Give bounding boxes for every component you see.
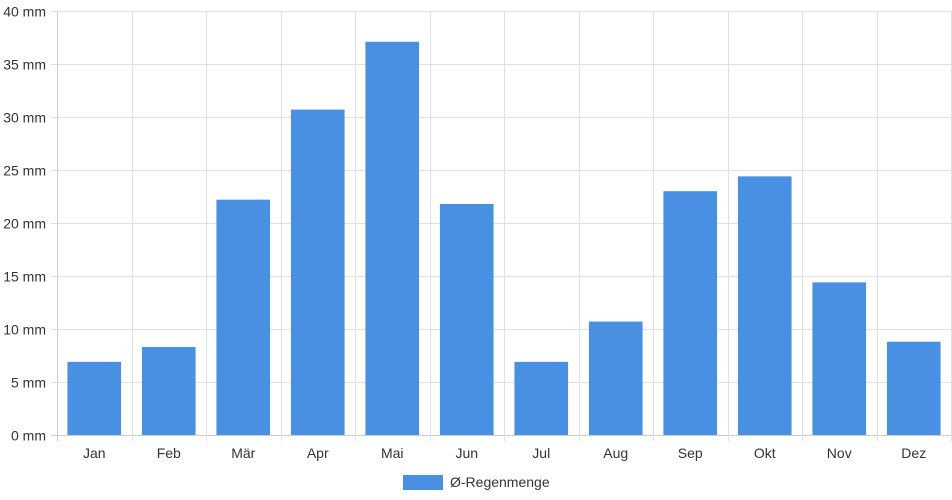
x-tick-label: Mai: [381, 445, 404, 461]
x-tick-label: Jun: [455, 445, 478, 461]
bar-Apr[interactable]: [290, 109, 345, 435]
bar-Mai[interactable]: [365, 41, 420, 436]
x-axis-tick-labels: Jan Feb Mär Apr Mai Jun Jul Aug Sep Okt Nov Dez: [83, 445, 926, 461]
legend[interactable]: Ø-Regenmenge: [403, 474, 550, 490]
legend-label: Ø-Regenmenge: [450, 474, 550, 490]
legend-swatch: [403, 475, 443, 490]
bar-Jun[interactable]: [439, 203, 494, 435]
bar-Jul[interactable]: [514, 361, 569, 435]
y-tick-label: 10 mm: [3, 322, 46, 338]
y-tick-label: 40 mm: [3, 4, 46, 20]
bar-Dez[interactable]: [886, 341, 941, 435]
y-tick-label: 0 mm: [11, 428, 46, 444]
x-tick-label: Apr: [307, 445, 329, 461]
x-tick-label: Aug: [603, 445, 628, 461]
y-tick-label: 25 mm: [3, 163, 46, 179]
y-tick-label: 35 mm: [3, 57, 46, 73]
y-tick-label: 30 mm: [3, 110, 46, 126]
bars: [67, 41, 941, 436]
bar-Aug[interactable]: [588, 321, 643, 435]
bar-Okt[interactable]: [737, 176, 792, 436]
bar-Mär[interactable]: [216, 199, 271, 435]
y-tick-label: 15 mm: [3, 269, 46, 285]
bar-Sep[interactable]: [663, 191, 718, 435]
x-tick-label: Mär: [231, 445, 255, 461]
x-tick-label: Okt: [754, 445, 776, 461]
y-tick-label: 20 mm: [3, 216, 46, 232]
bar-Feb[interactable]: [141, 347, 196, 435]
bar-Nov[interactable]: [812, 282, 867, 435]
x-tick-label: Jul: [532, 445, 550, 461]
x-tick-label: Jan: [83, 445, 106, 461]
y-tick-label: 5 mm: [11, 375, 46, 391]
x-tick-label: Nov: [827, 445, 852, 461]
x-tick-label: Dez: [901, 445, 926, 461]
x-tick-label: Sep: [678, 445, 703, 461]
x-tick-label: Feb: [157, 445, 181, 461]
bar-Jan[interactable]: [67, 361, 122, 435]
y-axis-tick-labels: 0 mm 5 mm 10 mm 15 mm 20 mm 25 mm 30 mm 35 mm 40…: [3, 4, 46, 444]
